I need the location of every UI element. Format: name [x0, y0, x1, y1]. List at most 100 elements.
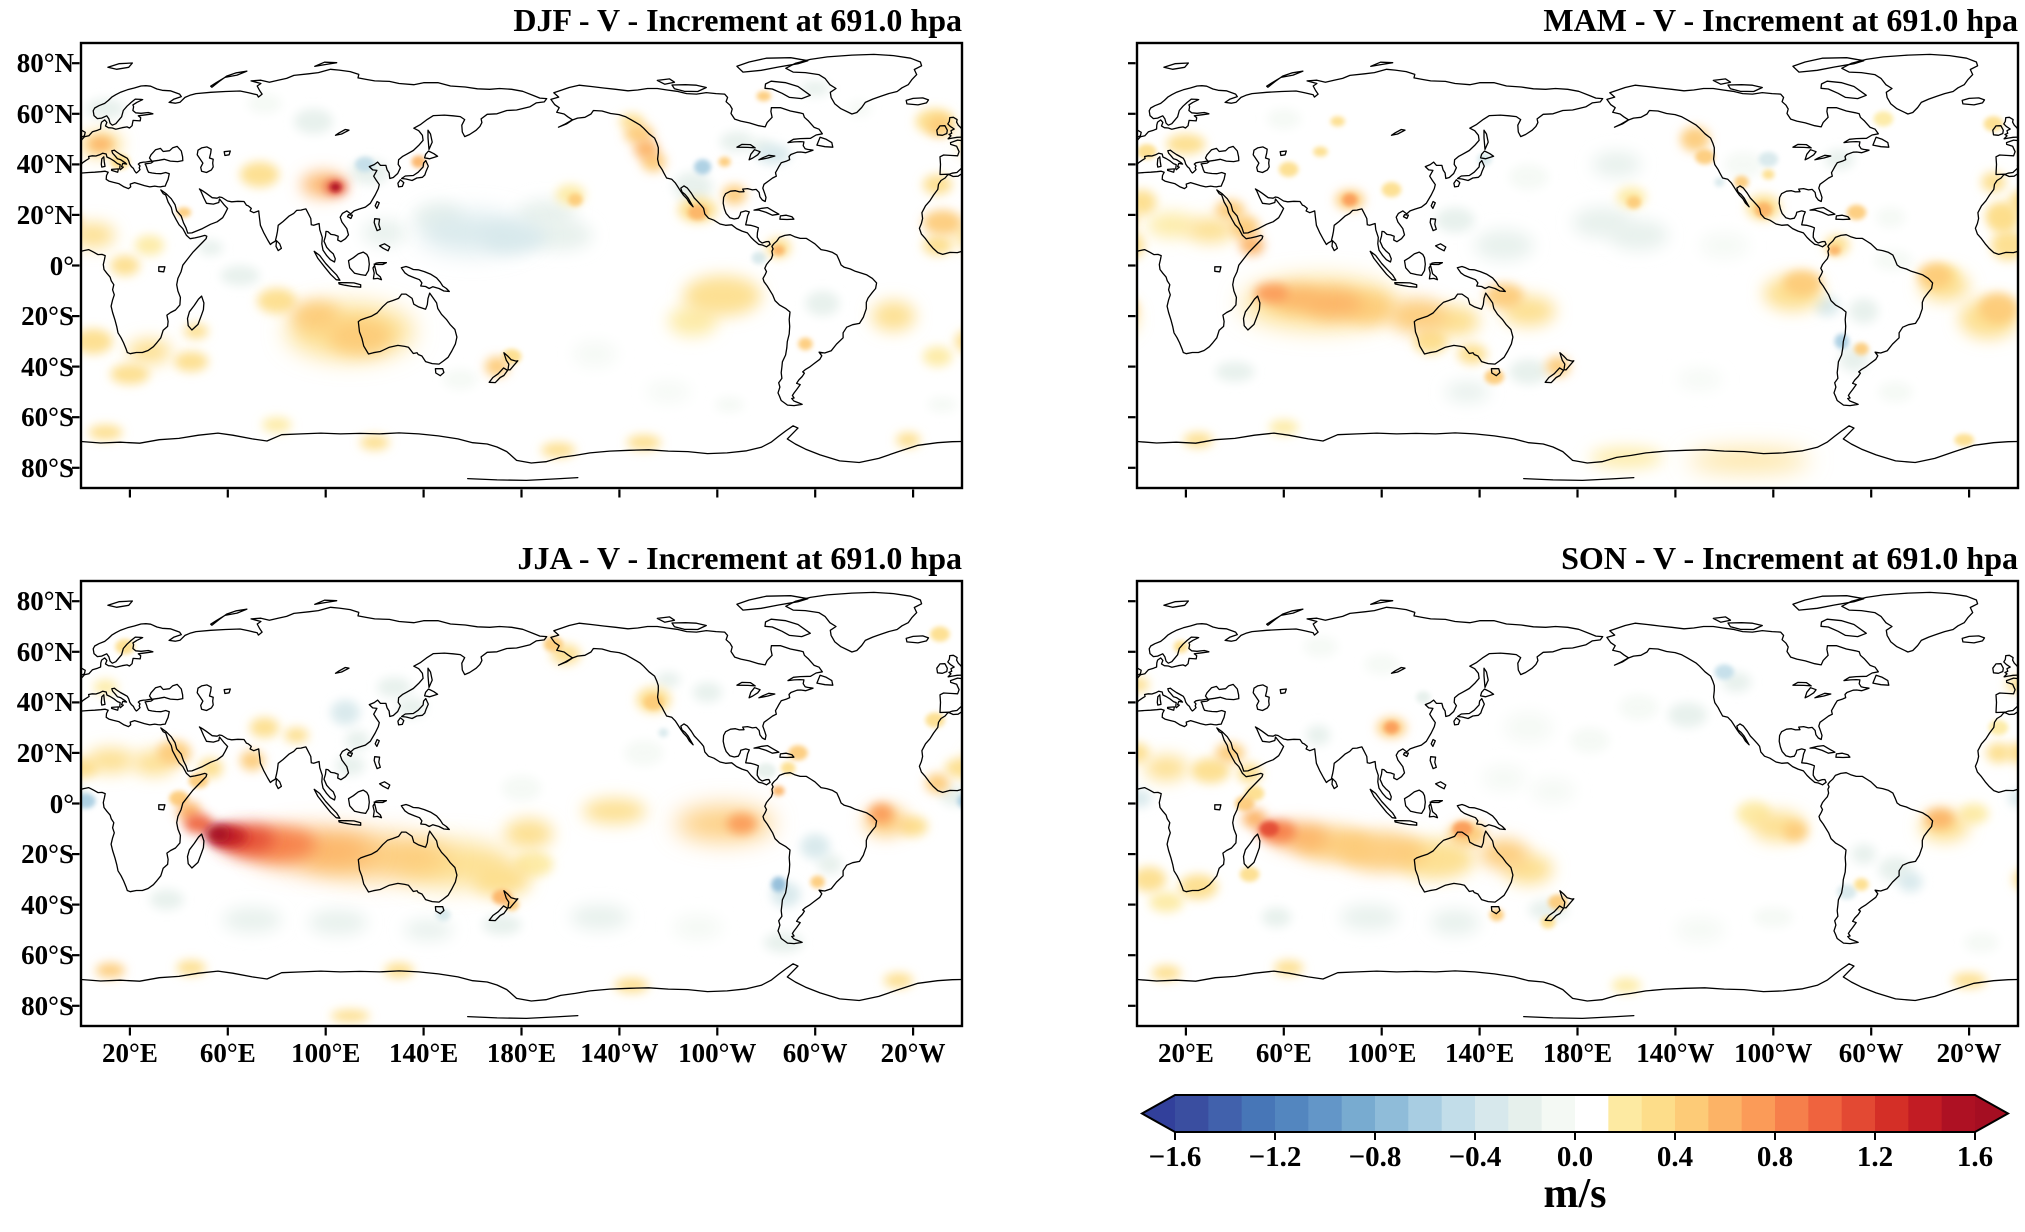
increment-blob — [1137, 789, 1152, 808]
increment-blob — [634, 139, 659, 160]
increment-blob — [800, 833, 830, 860]
increment-blob — [174, 351, 209, 372]
increment-blob — [1878, 381, 1913, 402]
increment-blob — [1687, 450, 1810, 471]
increment-blob — [482, 222, 546, 253]
increment-blob — [1873, 250, 1913, 271]
increment-blob — [1144, 755, 1189, 781]
lat-tick-label: 40°N — [16, 687, 74, 718]
increment-blob — [1758, 151, 1779, 167]
increment-blob — [771, 876, 786, 892]
increment-blob — [1345, 293, 1394, 324]
increment-blob — [127, 338, 172, 365]
increment-blob — [636, 687, 671, 713]
increment-blob — [1920, 811, 1970, 842]
increment-blob — [1274, 960, 1304, 976]
increment-blob — [749, 139, 774, 155]
colorbar-segment — [1841, 1095, 1876, 1132]
colorbar-segment — [1308, 1095, 1343, 1132]
increment-blob — [1846, 204, 1867, 220]
increment-blob — [1680, 126, 1710, 152]
colorbar-arrow-left — [1142, 1095, 1175, 1132]
increment-blob — [1878, 856, 1913, 882]
increment-blob — [1983, 116, 2004, 132]
increment-blob — [247, 93, 282, 114]
increment-blob — [418, 212, 527, 253]
increment-blob — [1244, 785, 1265, 801]
increment-blob — [484, 356, 510, 377]
increment-blob — [1677, 369, 1722, 390]
colorbar-unit-label: m/s — [1543, 1171, 1607, 1217]
increment-blob — [384, 962, 414, 978]
increment-blob — [1242, 278, 1399, 329]
increment-blob — [345, 730, 370, 751]
lat-tick-label: 60°N — [16, 98, 74, 129]
increment-blob — [284, 727, 309, 743]
increment-blob — [1259, 821, 1279, 837]
increment-blob — [1978, 293, 2018, 324]
increment-blob — [1123, 207, 1137, 232]
increment-blob — [330, 1009, 370, 1023]
colorbar-segment — [1908, 1095, 1943, 1132]
increment-blob — [514, 851, 554, 877]
increment-blob — [1954, 433, 1974, 447]
increment-blob — [694, 159, 712, 175]
increment-blob — [1173, 640, 1189, 653]
increment-blob — [188, 773, 209, 789]
lat-tick-label: 0° — [49, 250, 74, 281]
increment-blob — [156, 740, 192, 766]
increment-blob — [788, 745, 808, 761]
increment-blob — [1376, 717, 1407, 738]
increment-blob — [1237, 763, 1262, 784]
lon-tick-label: 140°W — [580, 1038, 659, 1068]
increment-blob — [472, 861, 532, 898]
increment-blob — [85, 747, 135, 774]
increment-blob — [1920, 270, 1970, 301]
increment-blob — [1484, 283, 1524, 309]
increment-blob — [1751, 811, 1806, 842]
increment-blob — [1269, 822, 1328, 851]
increment-blob — [1389, 298, 1448, 334]
increment-blob — [1234, 795, 1255, 812]
increment-blob — [1123, 172, 1125, 192]
increment-blob — [756, 763, 776, 779]
increment-blob — [1396, 838, 1475, 880]
increment-blob — [1754, 202, 1773, 218]
increment-blob — [678, 197, 718, 223]
increment-blob — [1330, 116, 1345, 127]
increment-blob — [944, 758, 962, 779]
increment-blob — [1337, 831, 1426, 872]
increment-blob — [772, 245, 785, 256]
increment-blob — [1964, 932, 1999, 953]
axes-frame — [79, 41, 964, 490]
increment-blob — [1959, 298, 2018, 339]
increment-blob — [93, 679, 118, 695]
increment-blob — [308, 909, 368, 935]
increment-blob — [411, 155, 427, 169]
increment-blob — [1570, 727, 1610, 753]
increment-blob — [286, 303, 414, 360]
increment-blob — [1313, 146, 1328, 157]
increment-blob — [810, 875, 825, 889]
axes-frame — [1135, 41, 2020, 490]
increment-blob — [675, 806, 774, 842]
increment-blob — [335, 755, 365, 776]
increment-blob — [1183, 432, 1213, 448]
increment-blob — [1626, 196, 1642, 209]
colorbar-segment — [1741, 1095, 1776, 1132]
increment-blob — [328, 318, 392, 354]
increment-blob — [504, 898, 519, 911]
increment-blob — [1364, 654, 1399, 675]
lon-tick-label: 20°W — [880, 1038, 946, 1068]
increment-blob — [262, 417, 292, 433]
panel-title-djf: DJF - V - Increment at 691.0 hpa — [513, 2, 962, 38]
increment-blob — [222, 907, 282, 933]
increment-blob — [1256, 819, 1297, 843]
increment-blob — [208, 825, 248, 848]
increment-blob — [1981, 172, 2006, 193]
increment-blob — [572, 341, 617, 367]
increment-blob — [883, 972, 914, 989]
colorbar-segment — [1441, 1095, 1476, 1132]
increment-blob — [1123, 298, 1137, 338]
increment-blob — [2005, 742, 2018, 763]
